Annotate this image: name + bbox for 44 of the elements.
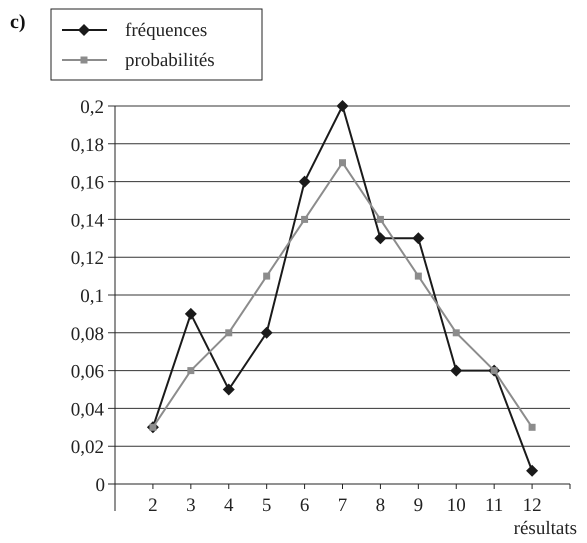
point [222,384,235,396]
x-tick-label: 8 [376,495,386,516]
point [376,216,384,223]
x-tick-label: 4 [224,495,234,516]
legend-label: probabilités [125,50,215,71]
point [263,272,270,280]
point [414,272,422,280]
point [526,464,538,477]
point [298,176,311,188]
point [528,424,536,431]
y-tick-label: 0,12 [70,248,104,270]
x-tick-label: 2 [148,495,158,516]
y-tick-label: 0,04 [70,399,104,420]
x-tick-label: 11 [485,495,504,516]
x-tick-label: 6 [300,495,310,516]
text: c) [10,11,26,33]
x-tick-label: 3 [186,495,196,516]
y-tick-label: 0,08 [70,324,104,345]
point [301,216,308,223]
x-axis-title: résultats [514,518,577,539]
point [374,232,386,244]
y-tick-label: 0,18 [70,134,104,156]
y-tick-label: 0 [96,475,105,496]
y-tick-label: 0,14 [70,210,104,232]
y-tick-label: 0,02 [70,437,104,458]
x-tick-label: 7 [338,495,348,516]
y-tick-label: 0,16 [70,172,104,194]
y-tick-label: 0,1 [80,286,104,307]
point [450,364,462,377]
y-tick-label: 0,06 [70,362,104,383]
point [452,329,460,336]
point [339,159,346,166]
point [184,308,197,320]
y-tick-label: 0,2 [80,97,104,118]
x-tick-label: 12 [522,495,542,516]
x-tick-label: 9 [414,495,424,516]
point [336,100,348,112]
point [187,367,194,374]
point [225,329,232,336]
x-tick-label: 5 [262,495,272,516]
x-tick-label: 10 [446,495,466,516]
point [412,232,424,244]
point [260,326,273,339]
legend-label: fréquences [125,20,208,41]
